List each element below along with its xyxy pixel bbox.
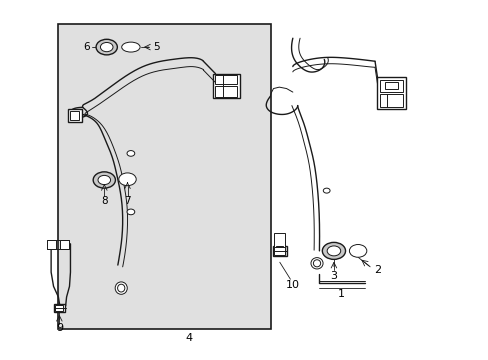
Text: 8: 8 — [101, 196, 107, 206]
Circle shape — [127, 150, 135, 156]
Bar — [213, 74, 239, 99]
Bar — [276, 246, 283, 251]
Bar — [55, 305, 63, 311]
Bar — [215, 86, 237, 97]
Bar — [54, 304, 64, 312]
Bar — [272, 246, 286, 256]
Circle shape — [100, 42, 113, 52]
Circle shape — [326, 246, 340, 256]
Bar — [384, 82, 397, 89]
Bar — [379, 80, 402, 92]
Bar — [379, 94, 402, 107]
Bar — [60, 240, 68, 249]
Text: 5: 5 — [152, 42, 159, 52]
Text: 2: 2 — [373, 265, 380, 275]
Text: 3: 3 — [330, 271, 337, 281]
Bar — [68, 109, 81, 122]
Circle shape — [93, 172, 115, 188]
Bar — [215, 76, 237, 84]
Text: 6: 6 — [83, 42, 89, 52]
Circle shape — [322, 242, 345, 260]
Text: 7: 7 — [124, 196, 131, 206]
Circle shape — [127, 209, 135, 215]
Circle shape — [96, 39, 117, 55]
Bar — [274, 233, 285, 247]
Text: 1: 1 — [337, 289, 344, 299]
Text: 4: 4 — [185, 333, 192, 343]
Bar — [274, 247, 285, 255]
Bar — [70, 111, 79, 120]
Circle shape — [119, 173, 136, 186]
Text: 9: 9 — [56, 323, 63, 333]
Ellipse shape — [122, 42, 140, 52]
Bar — [377, 77, 406, 109]
Circle shape — [98, 175, 110, 185]
Bar — [58, 24, 270, 329]
Circle shape — [349, 244, 366, 257]
Ellipse shape — [310, 258, 323, 269]
Bar — [47, 240, 56, 249]
Text: 10: 10 — [285, 280, 299, 289]
Ellipse shape — [115, 282, 127, 294]
Circle shape — [323, 188, 329, 193]
